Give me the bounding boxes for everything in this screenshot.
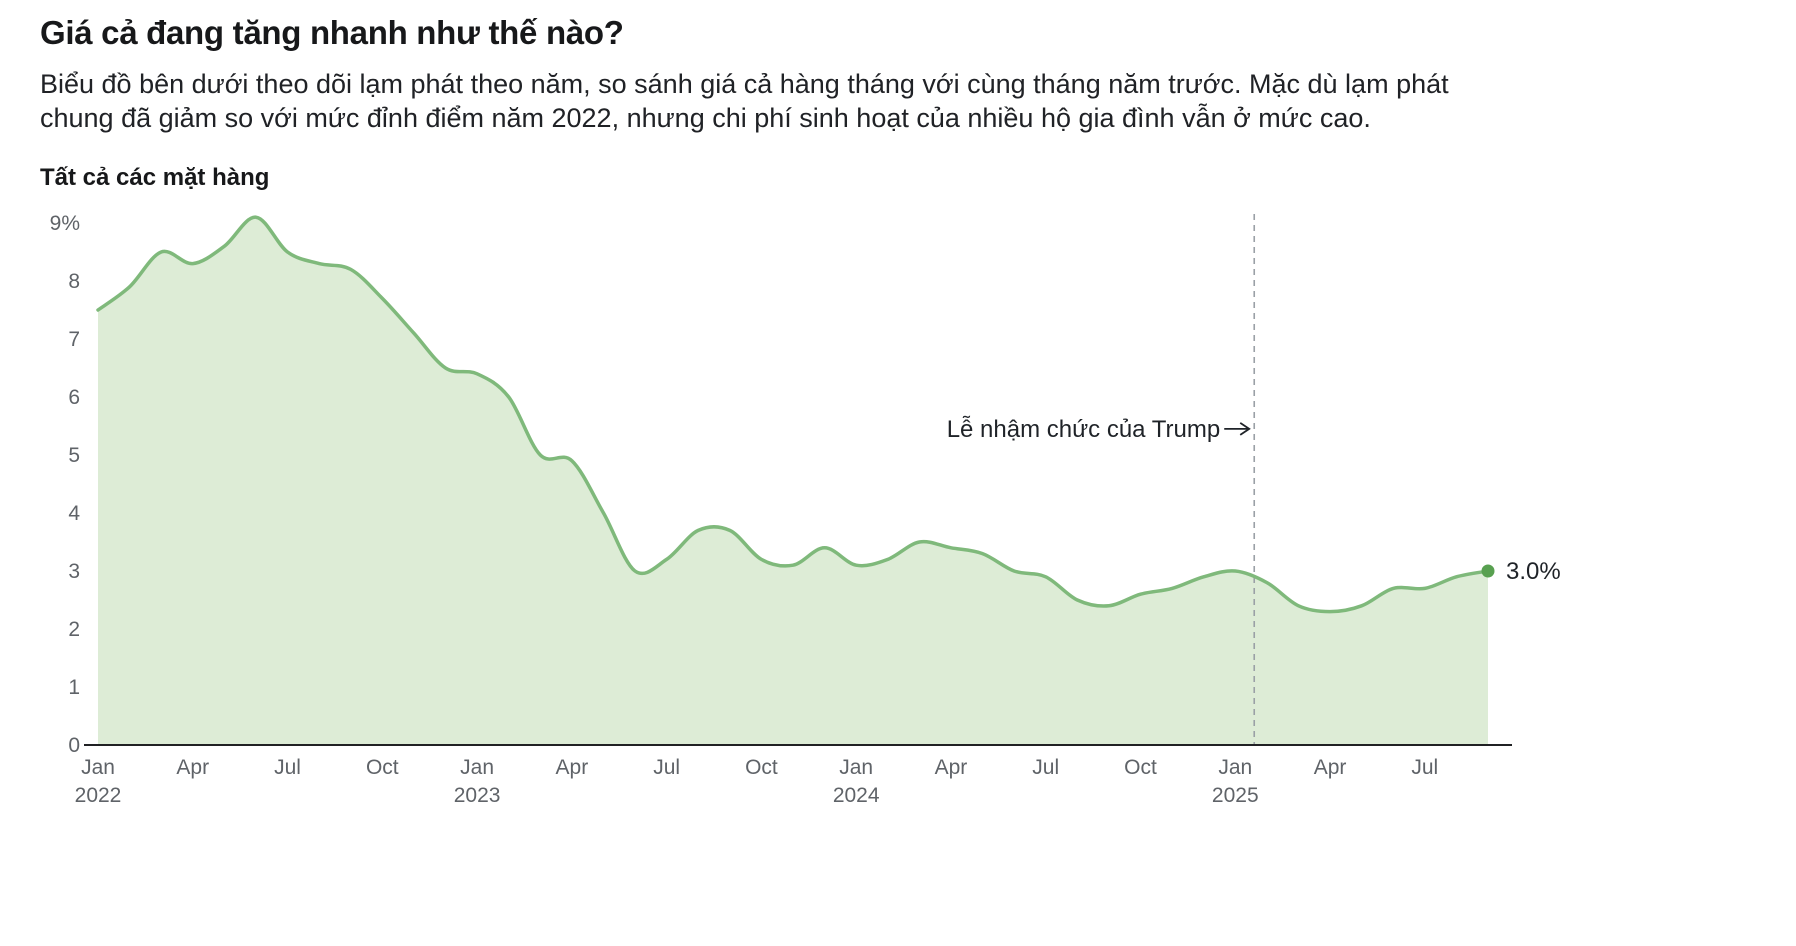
page-title: Giá cả đang tăng nhanh như thế nào? bbox=[40, 14, 624, 51]
x-axis-year-label: 2022 bbox=[75, 784, 122, 807]
x-axis-month-label: Oct bbox=[366, 756, 399, 779]
y-axis-label: 1 bbox=[68, 676, 80, 699]
chart-series-label: Tất cả các mặt hàng bbox=[40, 163, 270, 191]
y-axis-label: 5 bbox=[68, 444, 80, 467]
x-axis-month-label: Jan bbox=[839, 756, 873, 779]
y-axis-label: 2 bbox=[68, 618, 80, 641]
x-axis-month-label: Apr bbox=[176, 756, 209, 779]
x-axis-year-label: 2024 bbox=[833, 784, 880, 807]
latest-value-label: 3.0% bbox=[1506, 558, 1561, 585]
x-axis-month-label: Apr bbox=[556, 756, 589, 779]
y-axis-label: 6 bbox=[68, 386, 80, 409]
x-axis-month-label: Apr bbox=[935, 756, 968, 779]
x-axis-month-label: Oct bbox=[745, 756, 778, 779]
x-axis-month-label: Apr bbox=[1314, 756, 1347, 779]
x-axis-month-label: Jan bbox=[81, 756, 115, 779]
y-axis-label: 4 bbox=[68, 502, 80, 525]
inflation-line bbox=[96, 214, 1490, 613]
x-axis-month-label: Jul bbox=[653, 756, 680, 779]
annotation-label: Lễ nhậm chức của Trump bbox=[947, 415, 1221, 442]
x-axis-year-label: 2023 bbox=[454, 784, 501, 807]
x-axis-month-label: Jul bbox=[274, 756, 301, 779]
y-axis-label: 0 bbox=[68, 734, 80, 757]
x-axis-month-label: Jul bbox=[1411, 756, 1438, 779]
y-axis-label: 9% bbox=[50, 212, 80, 235]
x-axis-month-label: Jan bbox=[460, 756, 494, 779]
x-axis-month-label: Oct bbox=[1124, 756, 1157, 779]
y-axis-label: 3 bbox=[68, 560, 80, 583]
y-axis-label: 7 bbox=[68, 328, 80, 351]
page-subtitle: Biểu đồ bên dưới theo dõi lạm phát theo … bbox=[40, 69, 1449, 133]
latest-point-dot bbox=[1481, 564, 1495, 577]
area-fill bbox=[98, 216, 1488, 745]
annotation-arrowhead bbox=[1239, 421, 1251, 436]
x-axis-year-label: 2025 bbox=[1212, 784, 1259, 807]
x-axis-month-label: Jan bbox=[1218, 756, 1252, 779]
y-axis-label: 8 bbox=[68, 270, 80, 293]
x-axis-month-label: Jul bbox=[1032, 756, 1059, 779]
